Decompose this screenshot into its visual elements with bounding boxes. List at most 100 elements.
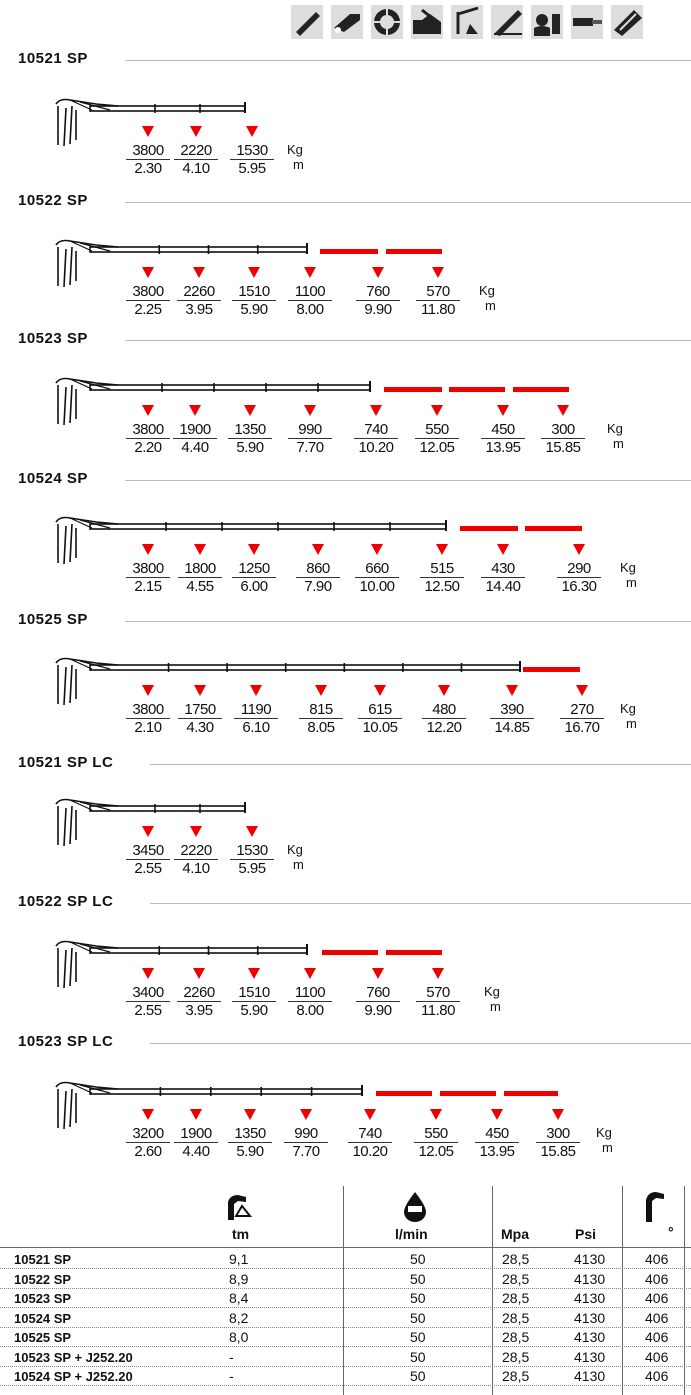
divider — [230, 159, 274, 160]
load-point: 515 12.50 — [412, 544, 472, 594]
model-diagram-6: 10522 SP LC 3400 2.55 2260 3.95 1510 5.90 1100 8… — [0, 893, 691, 1033]
unit-legend: Kg m — [484, 984, 501, 1014]
divider — [177, 1001, 221, 1002]
row-lmin: 50 — [410, 1309, 426, 1326]
row-model: 10524 SP — [14, 1310, 72, 1326]
load-point: 1510 5.90 — [224, 968, 284, 1018]
reach-m: 11.80 — [421, 1002, 455, 1019]
reach-m: 13.95 — [479, 1143, 515, 1160]
divider — [415, 438, 459, 439]
table-row: 10523 SP 8,4 50 28,5 4130 406 — [0, 1289, 691, 1308]
row-psi: 4130 — [574, 1348, 606, 1365]
crane-boom-drawing — [55, 239, 442, 288]
load-kg: 3800 — [132, 421, 164, 438]
load-marker-icon — [142, 405, 154, 416]
load-kg: 570 — [426, 283, 450, 300]
load-point: 860 7.90 — [288, 544, 348, 594]
row-separator — [0, 1307, 691, 1308]
reach-m: 2.20 — [134, 439, 162, 456]
load-point: 1350 5.90 — [220, 1109, 280, 1159]
load-marker-icon — [372, 968, 384, 979]
reach-m: 8.00 — [296, 301, 324, 318]
load-marker-icon — [497, 405, 509, 416]
reach-m: 4.30 — [186, 719, 214, 736]
load-marker-icon — [246, 826, 258, 837]
load-marker-icon — [248, 267, 260, 278]
header-degree: ° — [668, 1224, 674, 1240]
load-point: 1510 5.90 — [224, 267, 284, 317]
load-marker-icon — [576, 685, 588, 696]
moment-icon — [228, 1195, 253, 1220]
reach-m: 5.95 — [238, 160, 266, 177]
reach-m: 5.90 — [240, 1002, 268, 1019]
unit-kg: Kg — [287, 142, 303, 157]
row-deg: 406 — [645, 1329, 669, 1345]
reach-m: 7.90 — [304, 578, 332, 595]
load-point: 740 10.20 — [346, 405, 406, 455]
load-marker-icon — [552, 1109, 564, 1120]
divider — [481, 438, 525, 439]
divider — [126, 1001, 170, 1002]
reach-m: 7.70 — [296, 439, 324, 456]
divider — [174, 859, 218, 860]
row-lmin: 50 — [410, 1368, 426, 1384]
load-kg: 760 — [366, 283, 390, 300]
row-tm: 8,4 — [229, 1290, 249, 1306]
unit-m: m — [293, 157, 304, 172]
load-marker-icon — [193, 968, 205, 979]
reach-m: 5.90 — [240, 301, 268, 318]
load-point: 570 11.80 — [408, 968, 468, 1018]
load-kg: 3800 — [132, 560, 164, 577]
load-marker-icon — [312, 544, 324, 555]
load-kg: 1250 — [238, 560, 270, 577]
load-marker-icon — [431, 405, 443, 416]
load-kg: 1800 — [184, 560, 216, 577]
reach-m: 12.05 — [418, 1143, 454, 1160]
load-marker-icon — [491, 1109, 503, 1120]
row-separator — [0, 1326, 691, 1328]
load-point: 2220 4.10 — [166, 126, 226, 176]
load-marker-icon — [142, 544, 154, 555]
reach-m: 2.25 — [134, 301, 162, 318]
load-point: 3200 2.60 — [118, 1109, 178, 1159]
unit-m: m — [626, 716, 637, 731]
load-point: 1900 4.40 — [165, 405, 225, 455]
oil-drop-icon — [404, 1192, 426, 1222]
load-marker-icon — [142, 968, 154, 979]
load-kg: 615 — [368, 701, 392, 718]
row-psi: 4130 — [574, 1309, 606, 1326]
row-mpa: 28,5 — [502, 1368, 530, 1384]
load-point: 1900 4.40 — [166, 1109, 226, 1159]
title-rule — [125, 202, 691, 203]
row-deg: 406 — [645, 1309, 669, 1326]
divider — [560, 718, 604, 719]
load-point: 570 11.80 — [408, 267, 468, 317]
unit-m: m — [485, 298, 496, 313]
row-mpa: 28,5 — [502, 1348, 530, 1365]
load-point: 450 13.95 — [467, 1109, 527, 1159]
load-point: 1800 4.55 — [170, 544, 230, 594]
load-point: 1530 5.95 — [222, 826, 282, 876]
load-kg: 300 — [551, 421, 575, 438]
load-marker-icon — [142, 126, 154, 137]
crane-boom-icon — [291, 5, 323, 39]
load-point: 815 8.05 — [291, 685, 351, 735]
reach-m: 5.90 — [236, 1143, 264, 1160]
reach-m: 2.15 — [134, 578, 162, 595]
feature-icon-bar — [290, 4, 644, 40]
boom-angle-icon — [491, 5, 523, 39]
reach-m: 4.55 — [186, 578, 214, 595]
rotation-icon — [371, 5, 403, 39]
row-lmin: 50 — [410, 1329, 426, 1345]
load-marker-icon — [189, 405, 201, 416]
reach-m: 10.20 — [358, 439, 394, 456]
row-deg: 406 — [645, 1368, 669, 1384]
load-marker-icon — [304, 405, 316, 416]
title-rule — [125, 480, 691, 481]
load-kg: 300 — [546, 1125, 570, 1142]
divider — [178, 718, 222, 719]
load-kg: 270 — [570, 701, 594, 718]
divider — [177, 300, 221, 301]
load-kg: 660 — [365, 560, 389, 577]
header-tm: tm — [232, 1226, 250, 1242]
